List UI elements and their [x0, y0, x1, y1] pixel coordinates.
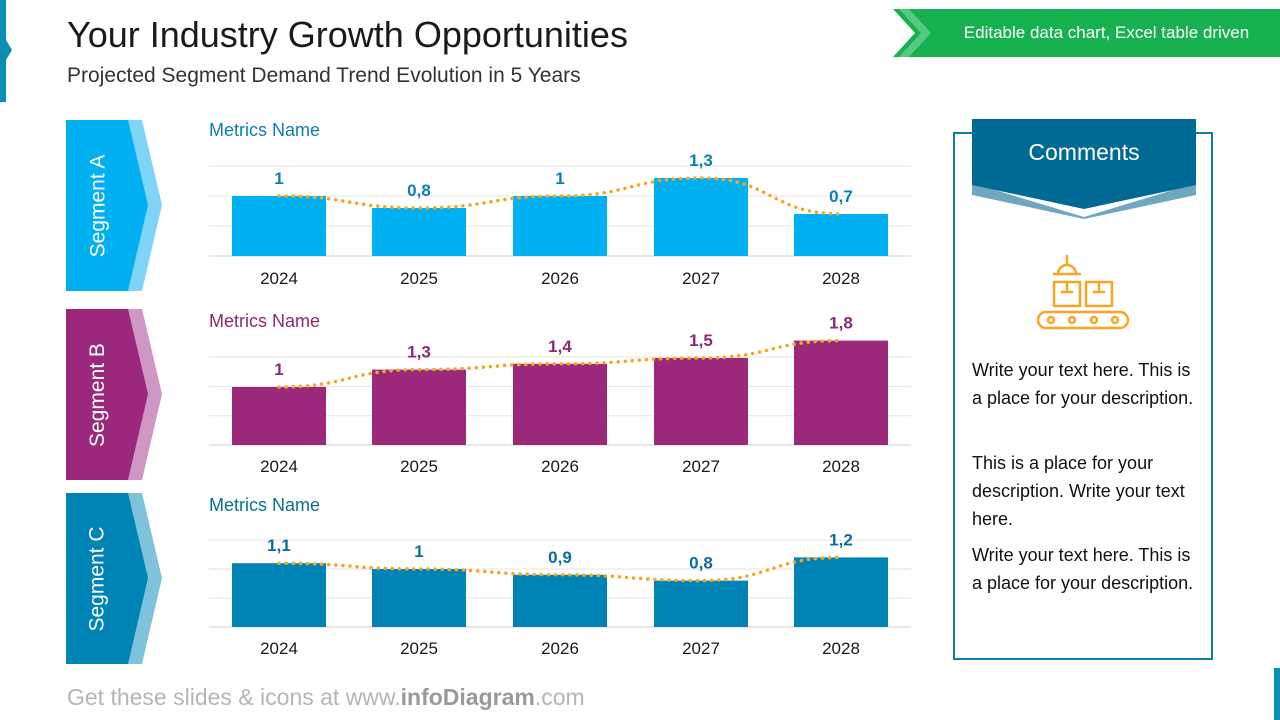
segment-b-tick-label: 2028 — [822, 457, 860, 476]
comments-header-shape — [972, 119, 1196, 219]
left-accent-arrow — [6, 40, 12, 60]
page-subtitle: Projected Segment Demand Trend Evolution… — [67, 64, 581, 87]
segment-c-tick-label: 2028 — [822, 639, 860, 658]
segment-b-bar-2026 — [513, 363, 607, 445]
segment-c-data-label: 0,9 — [548, 548, 572, 567]
segment-b-bar-2024 — [232, 387, 326, 445]
segment-c-bar-2028 — [794, 557, 888, 627]
segment-a-bar-2028 — [794, 214, 888, 256]
segment-a-tick-label: 2028 — [822, 269, 860, 288]
segment-b-bar-2025 — [372, 369, 466, 445]
page-title: Your Industry Growth Opportunities — [67, 14, 628, 55]
segment-b-data-label: 1,5 — [689, 331, 713, 350]
segment-a-chevron — [66, 120, 162, 291]
segment-b-bar-2028 — [794, 340, 888, 445]
segment-b-tick-label: 2025 — [400, 457, 438, 476]
segment-a-tick-label: 2026 — [541, 269, 579, 288]
segment-a-tick-label: 2024 — [260, 269, 298, 288]
segment-c-metric-name: Metrics Name — [209, 495, 321, 515]
segment-b-bar-2027 — [654, 358, 748, 445]
segment-c-trend-line — [277, 555, 843, 583]
segment-c-data-label: 1 — [414, 542, 423, 561]
segment-a-bar-2025 — [372, 208, 466, 256]
segment-a-data-label: 1,3 — [689, 151, 713, 170]
segment-c-data-label: 1,1 — [267, 536, 291, 555]
segment-a-data-label: 0,8 — [407, 181, 431, 200]
segment-a-bar-2024 — [232, 196, 326, 256]
segment-a-tab: Segment A — [66, 120, 162, 291]
segment-c-bar-2024 — [232, 563, 326, 627]
segment-a-data-label: 0,7 — [829, 187, 853, 206]
segment-b-tick-label: 2026 — [541, 457, 579, 476]
segment-c-data-label: 0,8 — [689, 554, 713, 573]
footer-suffix: .com — [534, 684, 585, 710]
segment-c-tick-label: 2025 — [400, 639, 438, 658]
comment-paragraph-1: Write your text here. This is a place fo… — [972, 360, 1194, 408]
segment-c-tick-label: 2024 — [260, 639, 298, 658]
footer-brand: infoDiagram — [400, 684, 535, 710]
segment-c-chevron — [66, 493, 162, 664]
badge-background — [893, 9, 1280, 57]
segment-c-tick-label: 2026 — [541, 639, 579, 658]
segment-a-bar-2027 — [654, 178, 748, 256]
segment-b-tab: Segment B — [66, 309, 162, 480]
segment-b-data-label: 1,4 — [548, 337, 572, 356]
segment-b-data-label: 1,3 — [407, 343, 431, 362]
segment-b-data-label: 1,8 — [829, 314, 853, 333]
segment-a-tick-label: 2027 — [682, 269, 720, 288]
segment-b-tick-label: 2024 — [260, 457, 298, 476]
segment-c-data-label: 1,2 — [829, 530, 853, 549]
segment-a-tick-label: 2025 — [400, 269, 438, 288]
segment-a-data-label: 1 — [274, 169, 283, 188]
segment-a-bar-2026 — [513, 196, 607, 256]
segment-c-bar-2027 — [654, 580, 748, 627]
segment-a-trend-line — [277, 176, 843, 216]
segment-a-data-label: 1 — [555, 169, 564, 188]
segment-charts: 1 0,8 1 1,3 0,7 2024 2025 2026 2027 2028 1 1,3 1,4 1,… — [209, 151, 911, 658]
segment-b-metric-name: Metrics Name — [209, 311, 321, 331]
segment-a-metric-name: Metrics Name — [209, 120, 321, 140]
conveyor-belt-boxes-icon — [1036, 254, 1130, 330]
right-accent-bar — [1274, 668, 1280, 720]
comment-paragraph-2: This is a place for your description. Wr… — [972, 453, 1185, 529]
segment-b-chevron — [66, 309, 162, 480]
footer-prefix: Get these slides & icons at www. — [67, 684, 401, 710]
segment-c-tick-label: 2027 — [682, 639, 720, 658]
badge-text: Editable data chart, Excel table driven — [963, 23, 1250, 42]
segment-b-data-label: 1 — [274, 360, 283, 379]
comment-paragraph-3: Write your text here. This is a place fo… — [972, 545, 1194, 593]
editable-chart-badge: Editable data chart, Excel table driven — [893, 9, 1280, 57]
segment-b-trend-line — [277, 338, 843, 389]
footer-credit: Get these slides & icons at www.infoDiag… — [67, 684, 585, 711]
segment-b-tick-label: 2027 — [682, 457, 720, 476]
left-accent-bar — [0, 0, 6, 102]
segment-c-bar-2025 — [372, 569, 466, 627]
segment-c-bar-2026 — [513, 574, 607, 627]
comments-title: Comments — [1028, 139, 1140, 165]
segment-c-tab: Segment C — [66, 493, 162, 664]
